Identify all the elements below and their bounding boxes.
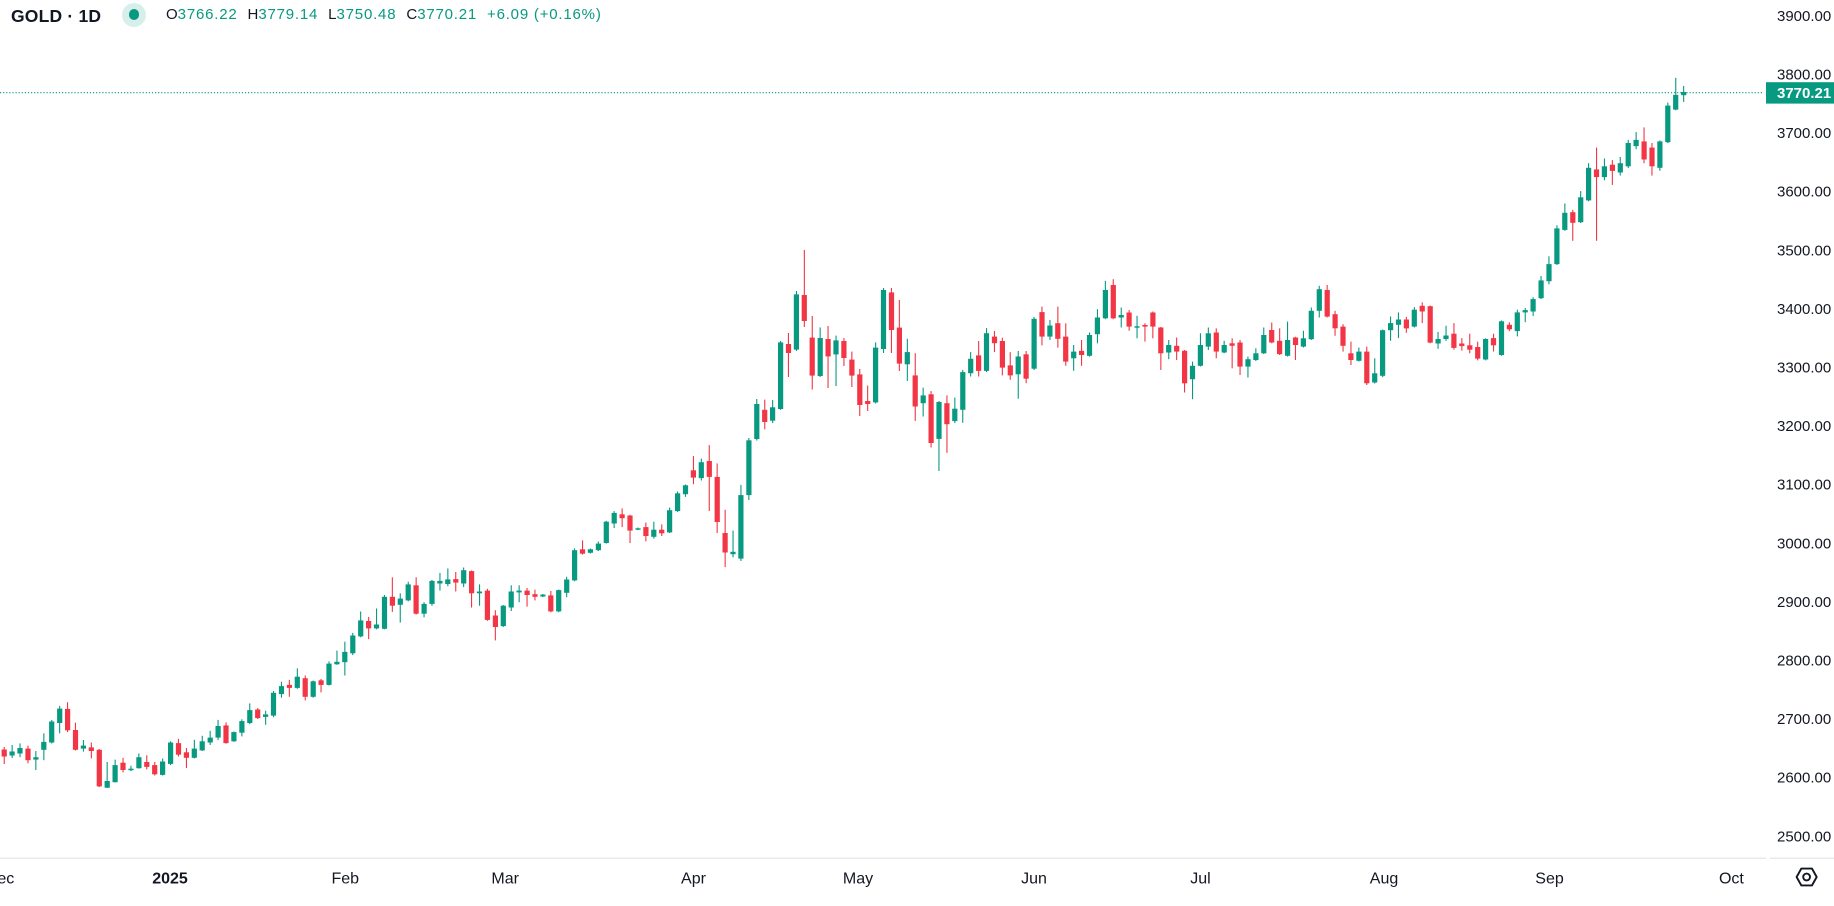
svg-text:Jun: Jun [1021, 870, 1047, 887]
svg-text:May: May [843, 870, 873, 887]
svg-text:3800.00: 3800.00 [1777, 67, 1831, 84]
svg-text:3100.00: 3100.00 [1777, 477, 1831, 494]
svg-text:2700.00: 2700.00 [1777, 711, 1831, 728]
svg-text:3700.00: 3700.00 [1777, 125, 1831, 142]
svg-text:3770.21: 3770.21 [1777, 85, 1831, 102]
svg-text:Jul: Jul [1190, 870, 1210, 887]
svg-text:Sep: Sep [1535, 870, 1564, 887]
svg-text:Aug: Aug [1370, 870, 1398, 887]
svg-text:3400.00: 3400.00 [1777, 301, 1831, 318]
svg-text:2600.00: 2600.00 [1777, 770, 1831, 787]
svg-text:Mar: Mar [491, 870, 519, 887]
svg-text:3900.00: 3900.00 [1777, 8, 1831, 25]
svg-text:3000.00: 3000.00 [1777, 535, 1831, 552]
svg-text:2500.00: 2500.00 [1777, 828, 1831, 845]
svg-text:3300.00: 3300.00 [1777, 360, 1831, 377]
svg-text:Dec: Dec [0, 870, 14, 887]
svg-text:Oct: Oct [1719, 870, 1744, 887]
svg-text:2800.00: 2800.00 [1777, 653, 1831, 670]
svg-text:Feb: Feb [332, 870, 360, 887]
svg-text:2025: 2025 [152, 870, 188, 887]
svg-text:Apr: Apr [681, 870, 707, 887]
svg-text:3200.00: 3200.00 [1777, 418, 1831, 435]
svg-text:3600.00: 3600.00 [1777, 184, 1831, 201]
svg-text:3500.00: 3500.00 [1777, 242, 1831, 259]
svg-text:2900.00: 2900.00 [1777, 594, 1831, 611]
